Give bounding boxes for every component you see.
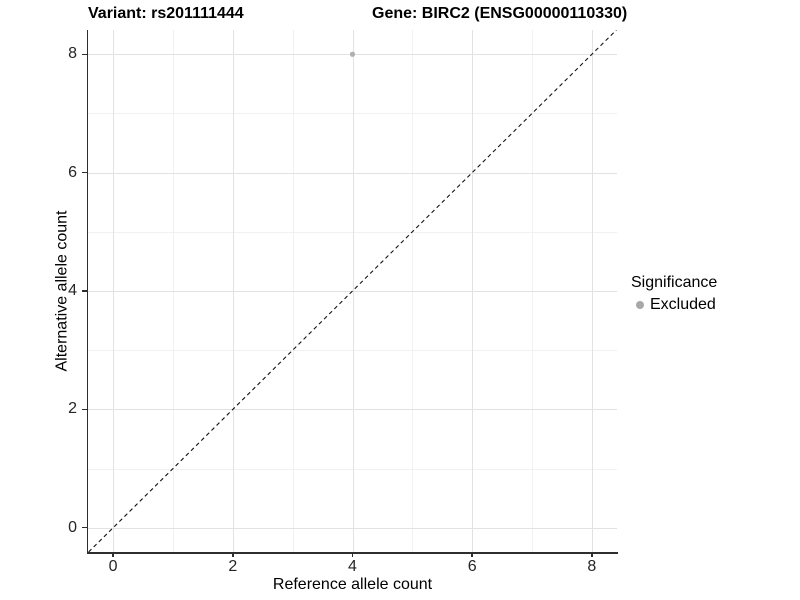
y-tick-mark [82, 290, 87, 292]
y-tick-label: 0 [68, 518, 77, 536]
x-tick-label: 2 [228, 558, 238, 575]
y-tick-mark [82, 171, 87, 174]
y-major-gridline [88, 172, 617, 174]
y-major-gridline [88, 527, 617, 529]
legend-title: Significance [631, 274, 718, 291]
x-tick-label: 6 [467, 558, 477, 575]
plot-panel [88, 30, 617, 552]
legend-point-icon [636, 301, 644, 309]
legend: Significance Excluded [631, 273, 717, 314]
y-axis-line [86, 30, 88, 554]
y-tick-label: 6 [68, 163, 77, 181]
x-tick-mark [351, 552, 354, 557]
data-point [349, 51, 356, 57]
x-axis-title: Reference allele count [272, 576, 433, 593]
gene-title: Gene: BIRC2 (ENSG00000110330) [372, 5, 628, 22]
data-points [349, 51, 356, 57]
y-tick-mark [82, 526, 87, 529]
x-tick-mark [591, 552, 593, 557]
x-tick-mark [112, 552, 114, 557]
plot-canvas [88, 30, 617, 552]
x-tick-mark [471, 552, 473, 557]
x-tick-label: 4 [348, 558, 357, 575]
variant-title: Variant: rs201111444 [88, 5, 244, 22]
y-tick-label: 2 [68, 400, 77, 418]
legend-item: Excluded [631, 296, 717, 314]
x-tick-label: 8 [587, 558, 597, 575]
y-tick-label: 4 [68, 282, 77, 299]
x-tick-label: 0 [108, 558, 118, 575]
x-tick-mark [232, 552, 234, 557]
legend-item-label: Excluded [650, 296, 716, 313]
y-major-gridline [88, 409, 617, 411]
y-tick-label: 8 [68, 45, 77, 63]
y-tick-mark [82, 408, 87, 411]
y-tick-mark [82, 53, 87, 55]
identity-reference-line [88, 30, 617, 552]
